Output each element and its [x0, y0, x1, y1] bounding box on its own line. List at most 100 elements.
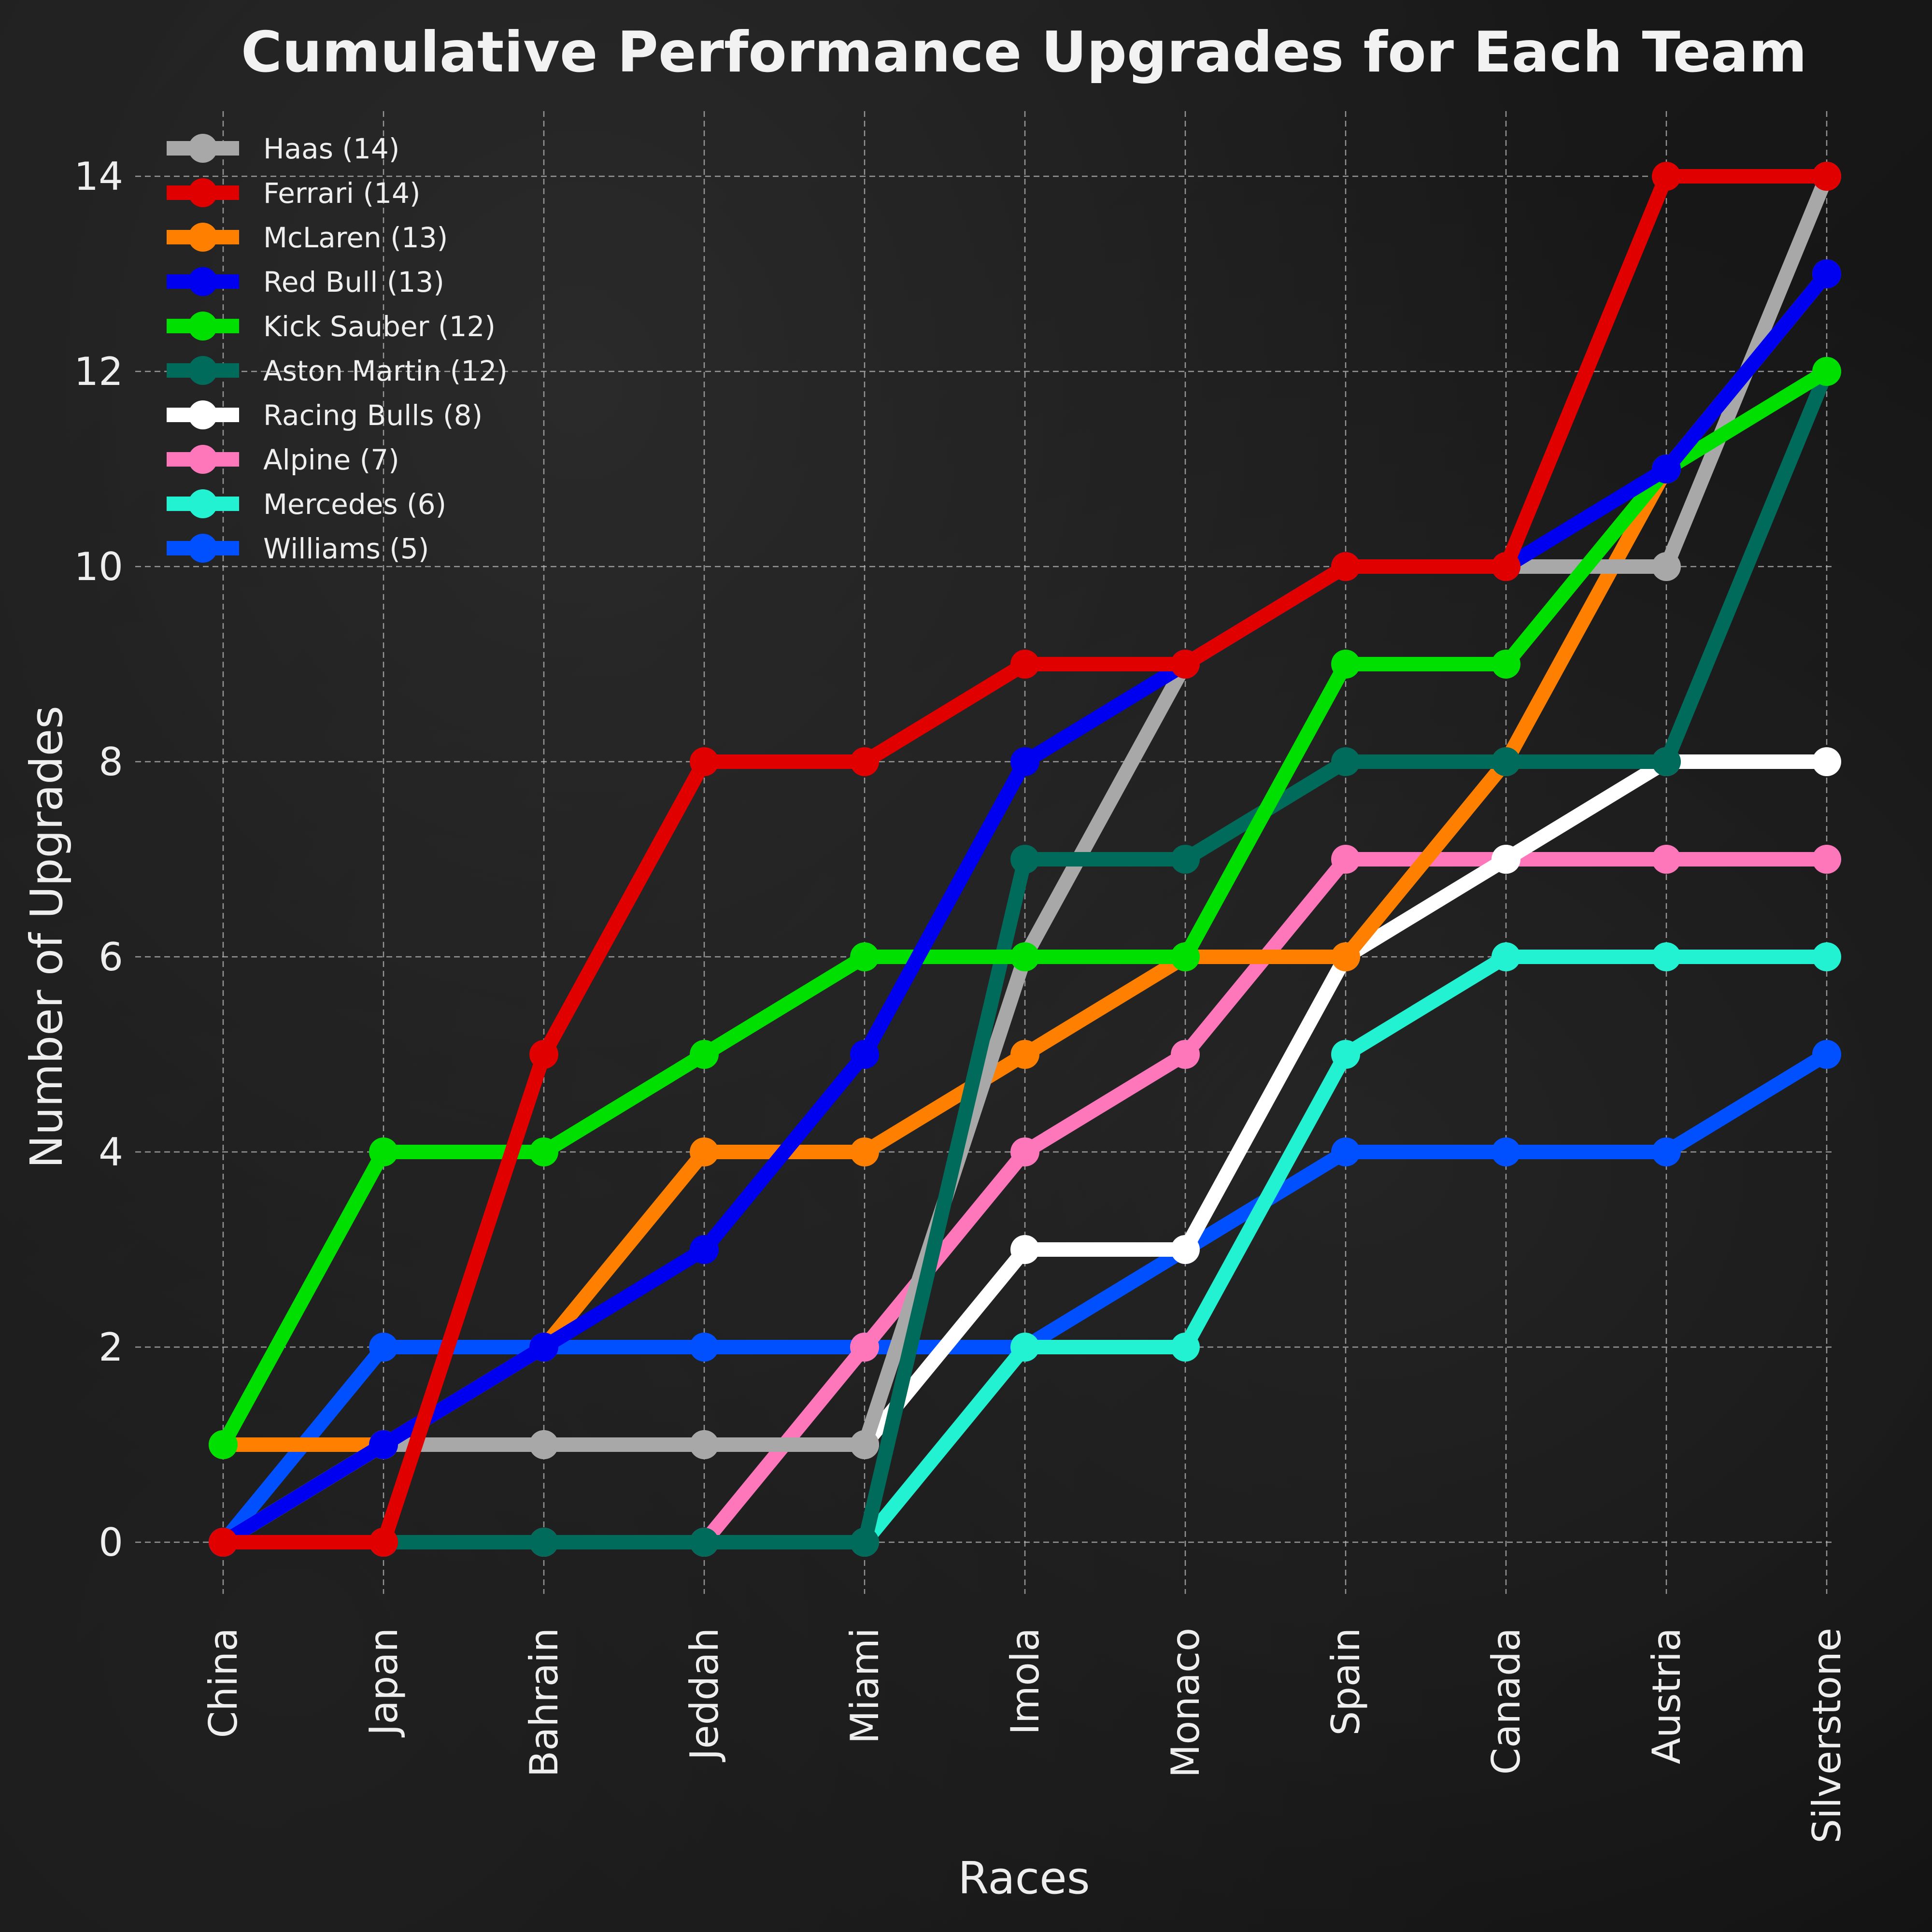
data-point: [1812, 1040, 1841, 1069]
legend-entry: Alpine (7): [167, 443, 399, 476]
data-point: [850, 942, 879, 971]
data-point: [850, 747, 879, 776]
legend-swatch-marker: [188, 445, 217, 474]
legend-swatch-marker: [188, 134, 217, 163]
data-point: [1331, 650, 1360, 679]
data-point: [369, 1333, 398, 1362]
data-point: [1812, 845, 1841, 874]
data-point: [1652, 552, 1681, 581]
data-point: [369, 1528, 398, 1557]
data-point: [1812, 162, 1841, 191]
data-point: [1812, 942, 1841, 971]
x-axis-ticks: China Japan Bahrain Jeddah Miami Imola Monaco S…: [201, 1628, 1849, 1844]
legend-label: Aston Martin (12): [263, 355, 508, 387]
legend-entry: Ferrari (14): [167, 177, 421, 210]
legend-label: Alpine (7): [263, 443, 399, 476]
legend-label: Racing Bulls (8): [263, 399, 483, 432]
data-point: [209, 1430, 238, 1459]
x-tick-label: Silverstone: [1804, 1628, 1849, 1844]
data-point: [1492, 747, 1520, 776]
data-point: [1010, 1040, 1039, 1069]
data-point: [1171, 845, 1200, 874]
data-point: [1171, 1333, 1200, 1362]
data-point: [850, 1430, 879, 1459]
data-point: [1010, 1333, 1039, 1362]
y-tick-label: 4: [99, 1130, 123, 1175]
legend-entry: Aston Martin (12): [167, 355, 508, 387]
y-axis-label: Number of Upgrades: [21, 706, 72, 1168]
legend-label: Kick Sauber (12): [263, 310, 496, 343]
legend-entry: Red Bull (13): [167, 266, 444, 298]
x-tick-label: Canada: [1484, 1628, 1529, 1775]
data-point: [1171, 942, 1200, 971]
data-point: [1492, 1137, 1520, 1166]
data-point: [690, 1235, 719, 1264]
data-point: [1652, 845, 1681, 874]
data-point: [1492, 552, 1520, 581]
y-tick-label: 12: [74, 349, 123, 394]
legend-entry: Kick Sauber (12): [167, 310, 496, 343]
data-point: [1010, 942, 1039, 971]
data-point: [1492, 845, 1520, 874]
data-point: [1812, 357, 1841, 386]
x-tick-label: Bahrain: [522, 1628, 567, 1777]
data-point: [209, 1528, 238, 1557]
legend-swatch-marker: [188, 534, 217, 563]
data-point: [1492, 650, 1520, 679]
legend: Haas (14) Ferrari (14) McLaren (13) Red Bul…: [167, 132, 508, 565]
data-point: [1171, 1040, 1200, 1069]
data-point: [1652, 1137, 1681, 1166]
series-lines: [209, 162, 1841, 1557]
data-point: [1010, 650, 1039, 679]
legend-entry: Haas (14): [167, 132, 399, 165]
legend-label: Ferrari (14): [263, 177, 421, 210]
data-point: [369, 1430, 398, 1459]
data-point: [1331, 552, 1360, 581]
series-group: [209, 162, 1841, 1557]
data-point: [690, 1137, 719, 1166]
data-point: [850, 1528, 879, 1557]
x-tick-label: Japan: [361, 1628, 406, 1738]
y-tick-label: 2: [99, 1325, 123, 1370]
legend-swatch-marker: [188, 223, 217, 252]
legend-swatch-marker: [188, 400, 217, 429]
data-point: [1331, 845, 1360, 874]
data-point: [690, 1528, 719, 1557]
data-point: [850, 1333, 879, 1362]
y-tick-label: 6: [99, 935, 123, 980]
data-point: [850, 1040, 879, 1069]
legend-label: Haas (14): [263, 132, 399, 165]
legend-label: Williams (5): [263, 532, 429, 565]
x-tick-label: Monaco: [1163, 1628, 1208, 1778]
x-tick-label: Jeddah: [682, 1628, 727, 1762]
legend-label: McLaren (13): [263, 221, 448, 254]
data-point: [1010, 845, 1039, 874]
data-point: [690, 747, 719, 776]
y-tick-label: 8: [99, 739, 123, 784]
x-tick-label: Imola: [1003, 1628, 1048, 1735]
x-axis-label: Races: [958, 1852, 1090, 1904]
data-point: [1652, 455, 1681, 483]
data-point: [529, 1430, 558, 1459]
data-point: [1010, 1235, 1039, 1264]
y-tick-label: 10: [74, 544, 123, 589]
data-point: [850, 1137, 879, 1166]
data-point: [1652, 747, 1681, 776]
legend-swatch-marker: [188, 312, 217, 341]
x-tick-label: Austria: [1644, 1628, 1689, 1764]
y-tick-label: 14: [74, 154, 123, 199]
data-point: [1812, 747, 1841, 776]
legend-entry: Mercedes (6): [167, 488, 446, 521]
legend-entry: Williams (5): [167, 532, 429, 565]
legend-label: Red Bull (13): [263, 266, 444, 298]
data-point: [1010, 1137, 1039, 1166]
x-tick-label: Spain: [1323, 1628, 1368, 1736]
data-point: [529, 1528, 558, 1557]
data-point: [1331, 1137, 1360, 1166]
data-point: [690, 1333, 719, 1362]
data-point: [1652, 942, 1681, 971]
data-point: [1331, 747, 1360, 776]
legend-label: Mercedes (6): [263, 488, 446, 521]
